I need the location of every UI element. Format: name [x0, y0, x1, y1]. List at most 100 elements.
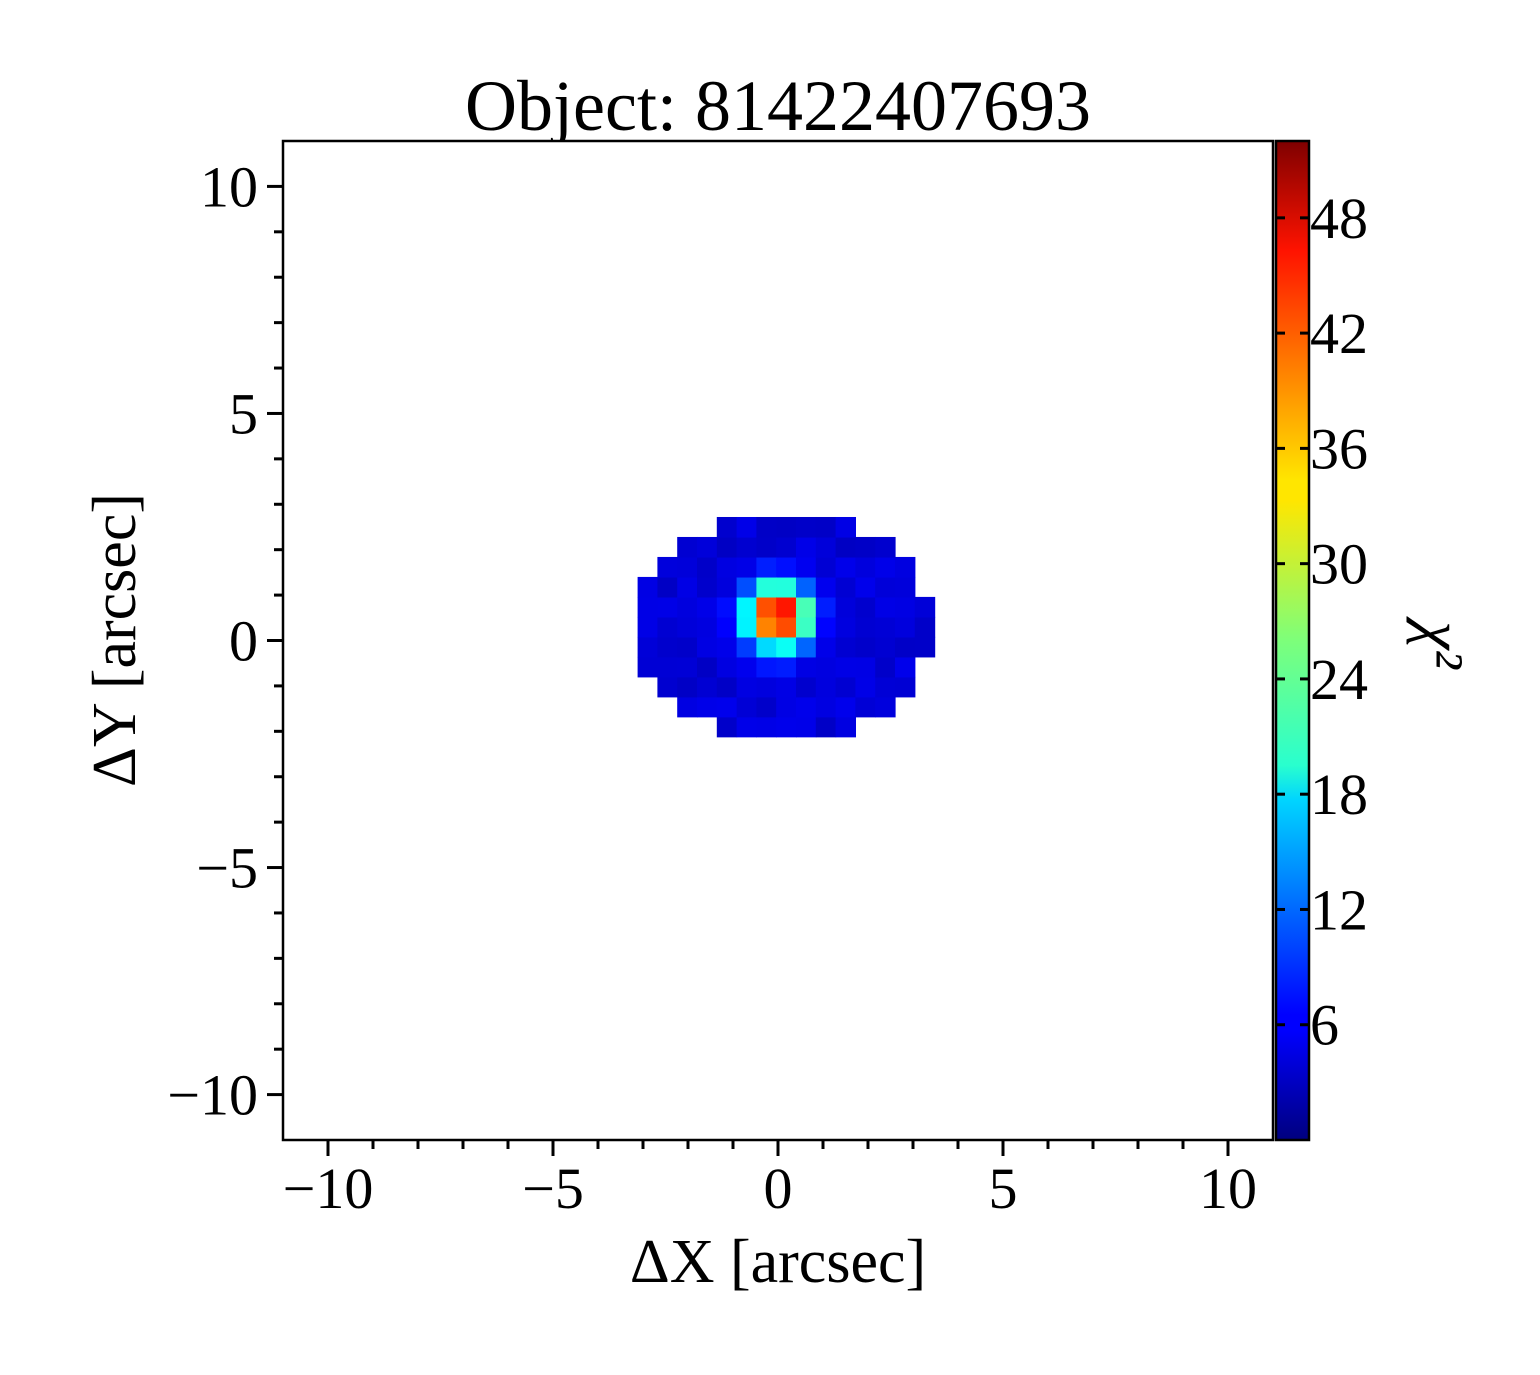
- heatmap-cell: [677, 656, 698, 678]
- colorbar-tick-label: 6: [1310, 993, 1339, 1058]
- heatmap-cell: [776, 716, 797, 738]
- heatmap-cell: [835, 536, 856, 558]
- heatmap-cell: [776, 516, 797, 538]
- heatmap-cell: [657, 576, 678, 598]
- heatmap-cell: [697, 656, 718, 678]
- heatmap-cell: [776, 696, 797, 718]
- heatmap-cell: [796, 676, 817, 698]
- heatmap-cell: [756, 636, 777, 658]
- heatmap-cell: [796, 516, 817, 538]
- colorbar-tick-label: 48: [1310, 186, 1368, 251]
- heatmap-cell: [736, 616, 757, 638]
- heatmap-cell: [736, 676, 757, 698]
- heatmap-cell: [815, 696, 837, 718]
- heatmap-cell: [736, 716, 757, 738]
- y-tick-label: 10: [200, 154, 258, 219]
- heatmap-cell: [815, 596, 837, 618]
- heatmap-cell: [796, 636, 817, 658]
- heatmap-cell: [796, 616, 817, 638]
- y-tick-label: 0: [229, 609, 258, 674]
- heatmap-cell: [637, 596, 658, 618]
- heatmap-cell: [637, 656, 658, 678]
- heatmap-cell: [697, 616, 718, 638]
- heatmap-cell: [776, 656, 797, 678]
- heatmap-cell: [697, 696, 718, 718]
- heatmap-cell: [637, 576, 658, 598]
- heatmap-cell: [736, 576, 757, 598]
- heatmap-cell: [736, 536, 757, 558]
- heatmap-cell: [716, 656, 738, 678]
- x-tick-label: −10: [283, 1156, 374, 1221]
- colorbar-tick-label: 42: [1310, 301, 1368, 366]
- heatmap-cell: [895, 596, 916, 618]
- heatmap-cell: [855, 656, 876, 678]
- heatmap-cell: [756, 576, 777, 598]
- heatmap-cell: [815, 656, 837, 678]
- heatmap-cell: [815, 676, 837, 698]
- heatmap-cell: [855, 536, 876, 558]
- heatmap-cell: [756, 676, 777, 698]
- chart-title: Object: 81422407693: [465, 66, 1091, 146]
- heatmap-cell: [914, 636, 936, 658]
- heatmap-cell: [835, 596, 856, 618]
- heatmap-cell: [895, 636, 916, 658]
- heatmap-cell: [756, 556, 777, 578]
- heatmap-cell: [677, 676, 698, 698]
- heatmap-cell: [697, 576, 718, 598]
- heatmap-cell: [756, 596, 777, 618]
- heatmap-cell: [835, 556, 856, 578]
- heatmap-cell: [835, 696, 856, 718]
- heatmap-cell: [835, 516, 856, 538]
- heatmap-cell: [736, 636, 757, 658]
- heatmap-cell: [796, 656, 817, 678]
- x-tick-label: 0: [764, 1156, 793, 1221]
- heatmap-cell: [657, 636, 678, 658]
- heatmap-cell: [914, 596, 936, 618]
- heatmap-cell: [716, 676, 738, 698]
- heatmap-cell: [697, 536, 718, 558]
- colorbar-tick-label: 24: [1310, 647, 1368, 712]
- heatmap-cell: [855, 576, 876, 598]
- heatmap-cell: [875, 616, 896, 638]
- heatmap-cell: [796, 716, 817, 738]
- heatmap-cell: [736, 596, 757, 618]
- heatmap-cell: [637, 616, 658, 638]
- heatmap-cell: [637, 636, 658, 658]
- heatmap-cell: [855, 556, 876, 578]
- heatmap-cell: [716, 536, 738, 558]
- x-axis-label: ΔX [arcsec]: [630, 1228, 926, 1296]
- heatmap-cell: [815, 556, 837, 578]
- heatmap-cell: [776, 636, 797, 658]
- x-tick-label: 10: [1199, 1156, 1257, 1221]
- heatmap-cell: [716, 696, 738, 718]
- y-axis-ticks: −10 −5 0 5 10: [167, 154, 283, 1128]
- heatmap-cell: [756, 536, 777, 558]
- heatmap-cell: [756, 656, 777, 678]
- heatmap-cell: [716, 576, 738, 598]
- heatmap-cell: [736, 696, 757, 718]
- x-tick-label: 5: [989, 1156, 1018, 1221]
- heatmap-cell: [895, 556, 916, 578]
- heatmap-cell: [815, 516, 837, 538]
- heatmap-cell: [855, 676, 876, 698]
- y-tick-label: 5: [229, 381, 258, 446]
- heatmap-cell: [756, 696, 777, 718]
- heatmap-cell: [657, 596, 678, 618]
- heatmap-cell: [776, 676, 797, 698]
- heatmap-cell: [657, 556, 678, 578]
- heatmap-cell: [875, 576, 896, 598]
- heatmap-cell: [756, 516, 777, 538]
- heatmap-cell: [875, 536, 896, 558]
- heatmap-cell: [776, 616, 797, 638]
- heatmap-cell: [875, 556, 896, 578]
- y-axis-label: ΔY [arcsec]: [81, 493, 149, 787]
- heatmap-cell: [756, 716, 777, 738]
- heatmap-cell: [835, 656, 856, 678]
- heatmap-cell: [796, 576, 817, 598]
- colorbar-ticks: 6 12 18 24 30 36 42 48: [1276, 186, 1368, 1058]
- heatmap-cell: [796, 596, 817, 618]
- heatmap-cell: [875, 636, 896, 658]
- heatmap-cells: [637, 516, 936, 738]
- heatmap-cell: [677, 696, 698, 718]
- heatmap-cell: [835, 616, 856, 638]
